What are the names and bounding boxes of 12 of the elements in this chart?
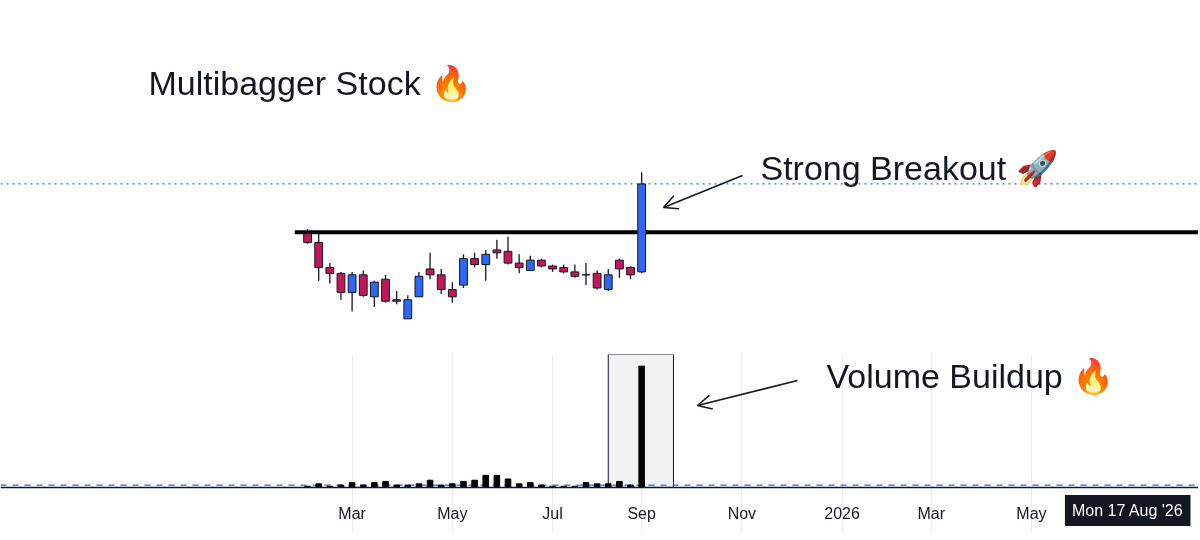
x-tick-label: May (437, 505, 468, 523)
x-tick-label: 2026 (824, 505, 861, 523)
x-tick-label: Mar (917, 505, 946, 523)
x-tick-label: Mar (338, 505, 367, 523)
text: Mon 17 Aug '26 (1071, 502, 1183, 519)
annotation: Strong Breakout 🚀 (760, 148, 1058, 188)
x-tick-label: May (1016, 505, 1047, 523)
x-tick-label: Sep (627, 505, 656, 523)
x-tick-label: Nov (727, 505, 757, 523)
x-tick-label: Jul (542, 505, 563, 523)
chart-title: Multibagger Stock 🔥 (148, 63, 473, 103)
annotation: Volume Buildup 🔥 (826, 356, 1115, 396)
